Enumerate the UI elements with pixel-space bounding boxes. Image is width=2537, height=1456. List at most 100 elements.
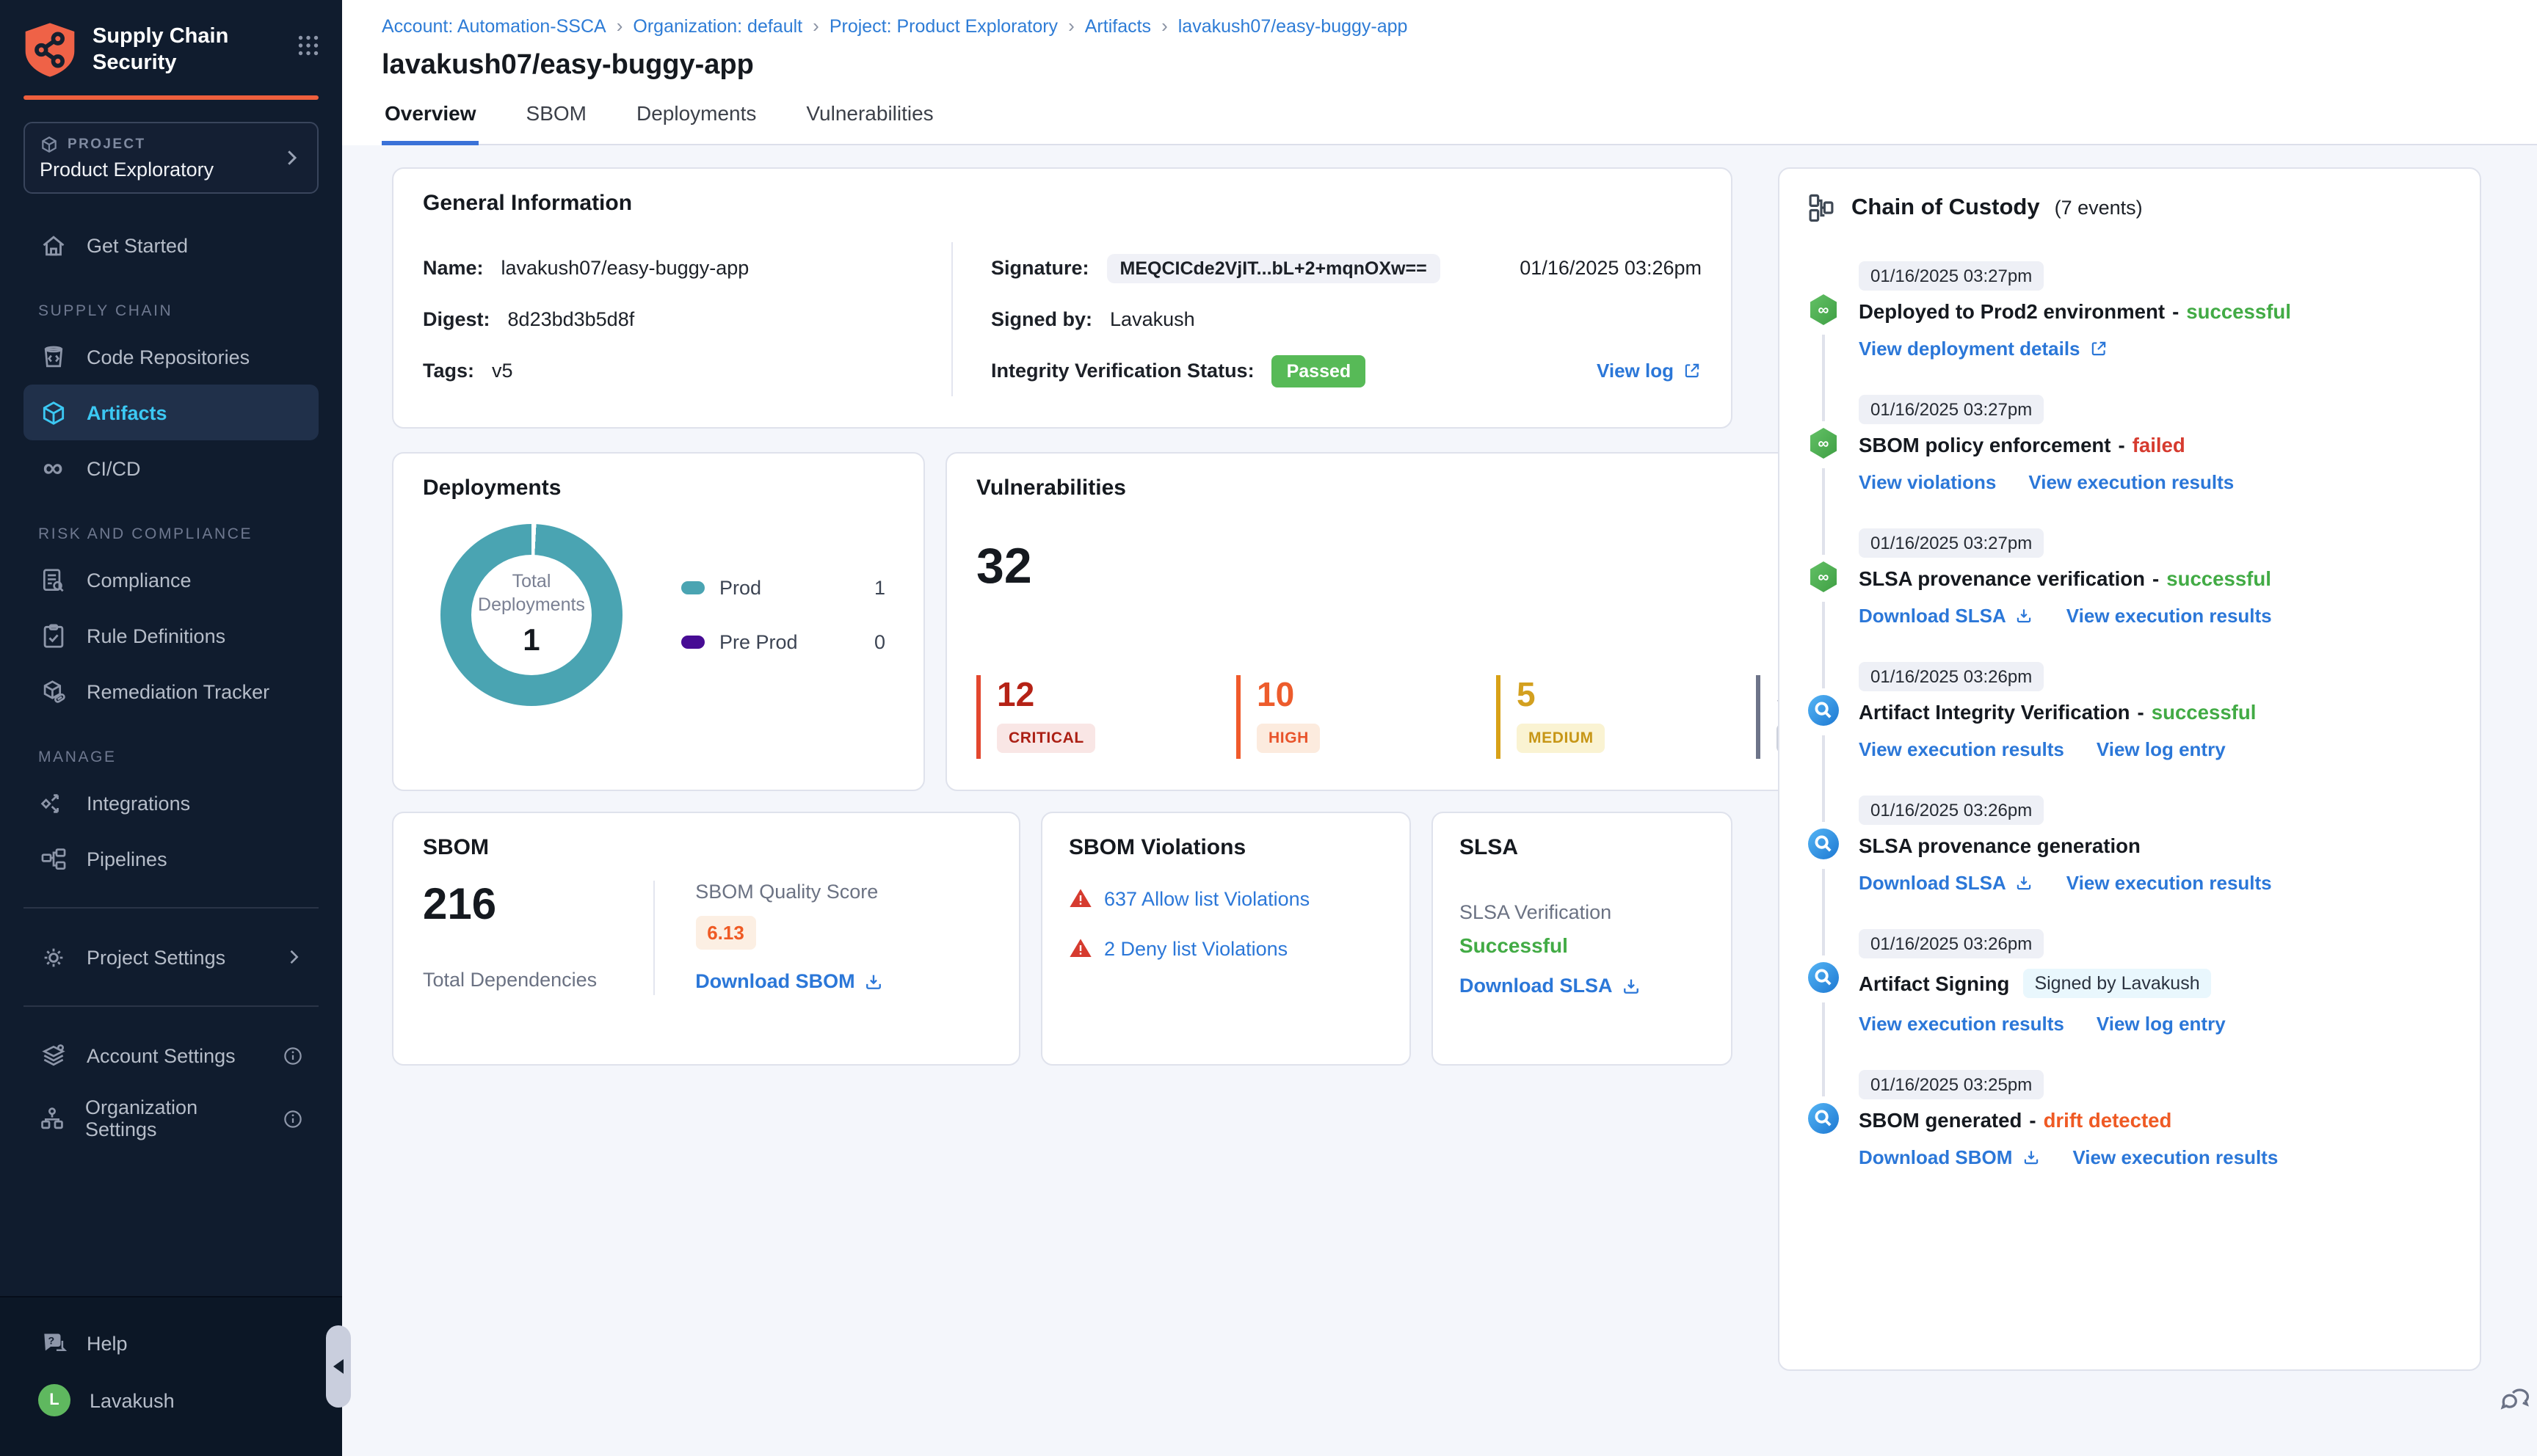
- coc-event-sbom-policy: ∞ 01/16/2025 03:27pm SBOM policy enforce…: [1806, 395, 2453, 555]
- event-status: failed: [2132, 434, 2185, 456]
- tab-sbom[interactable]: SBOM: [526, 101, 587, 125]
- info-icon: [282, 1044, 304, 1066]
- artifact-digest: 8d23bd3b5d8f: [507, 308, 635, 330]
- sbom-violations-title: SBOM Violations: [1069, 835, 1246, 860]
- breadcrumb-artifacts[interactable]: Artifacts: [1084, 15, 1152, 36]
- sidebar-item-artifacts[interactable]: Artifacts: [23, 385, 319, 440]
- tab-vulnerabilities[interactable]: Vulnerabilities: [806, 101, 934, 125]
- slsa-verification-status: Successful: [1459, 933, 1568, 957]
- sbom-title: SBOM: [423, 835, 489, 860]
- view-log-entry-link[interactable]: View log entry: [2096, 1013, 2226, 1035]
- legend-pre-prod: Pre Prod 0: [681, 631, 885, 653]
- legend-prod: Prod 1: [681, 577, 885, 599]
- coc-event-artifact-integrity: 01/16/2025 03:26pm Artifact Integrity Ve…: [1806, 662, 2453, 822]
- download-icon: [2015, 873, 2034, 892]
- svg-text:?: ?: [47, 1334, 54, 1346]
- tab-overview[interactable]: Overview: [382, 101, 479, 145]
- sidebar-item-remediation-tracker[interactable]: Remediation Tracker: [23, 663, 319, 719]
- event-timestamp: 01/16/2025 03:27pm: [1859, 395, 2044, 424]
- sidebar-item-get-started[interactable]: Get Started: [23, 217, 319, 273]
- sidebar-item-rule-definitions[interactable]: Rule Definitions: [23, 608, 319, 663]
- user-menu[interactable]: L Lavakush: [23, 1371, 319, 1430]
- view-execution-results-link[interactable]: View execution results: [2066, 872, 2272, 894]
- view-violations-link[interactable]: View violations: [1859, 471, 1997, 493]
- sidebar-header: Supply Chain Security: [0, 0, 342, 92]
- hierarchy-icon: [1806, 192, 1837, 223]
- integrity-status-label: Integrity Verification Status:: [991, 360, 1255, 382]
- total-dependencies-value: 216: [423, 881, 497, 929]
- name-label: Name:: [423, 257, 484, 279]
- artifact-name: lavakush07/easy-buggy-app: [501, 257, 750, 279]
- signature-value-chip[interactable]: MEQCICde2VjIT...bL+2+mqnOXw==: [1106, 253, 1440, 283]
- warning-icon: [1069, 936, 1092, 960]
- sbom-quality-score-value: 6.13: [695, 916, 756, 950]
- scan-circle-icon: [1806, 960, 1841, 995]
- warning-icon: [1069, 887, 1092, 910]
- project-selector[interactable]: PROJECT Product Exploratory: [23, 122, 319, 194]
- page-title: lavakush07/easy-buggy-app: [382, 50, 754, 81]
- clipboard-check-icon: [38, 621, 68, 650]
- sidebar-item-code-repositories[interactable]: Code Repositories: [23, 329, 319, 385]
- sidebar-item-help[interactable]: ? Help: [23, 1315, 319, 1371]
- info-icon: [282, 1107, 304, 1129]
- download-slsa-link[interactable]: Download SLSA: [1859, 872, 2034, 894]
- signed-by-value: Lavakush: [1110, 308, 1195, 330]
- pipelines-icon: [38, 844, 68, 873]
- event-title: SLSA provenance verification: [1859, 568, 2146, 590]
- tab-deployments[interactable]: Deployments: [636, 101, 757, 125]
- download-slsa-link[interactable]: Download SLSA: [1859, 605, 2034, 627]
- chain-of-custody-count: (7 events): [2054, 197, 2143, 219]
- signature-label: Signature:: [991, 257, 1089, 279]
- scan-circle-icon: [1806, 693, 1841, 728]
- pipeline-hexagon-icon: ∞: [1806, 426, 1841, 461]
- sidebar-item-pipelines[interactable]: Pipelines: [23, 831, 319, 887]
- download-slsa-link[interactable]: Download SLSA: [1459, 975, 1642, 997]
- view-deployment-details-link[interactable]: View deployment details: [1859, 338, 2108, 360]
- sidebar-item-organization-settings[interactable]: Organization Settings: [23, 1083, 319, 1154]
- svg-text:∞: ∞: [1818, 302, 1829, 318]
- total-dependencies-label: Total Dependencies: [423, 969, 598, 991]
- divider: [23, 1005, 319, 1007]
- deployments-donut-chart: Total Deployments 1: [440, 524, 623, 706]
- gear-icon: [38, 942, 68, 972]
- view-log-link[interactable]: View log: [1597, 360, 1702, 382]
- sidebar-item-cicd[interactable]: ∞ CI/CD: [23, 440, 319, 496]
- breadcrumb-account[interactable]: Account: Automation-SSCA: [382, 15, 606, 36]
- coc-event-deployed-prod2: ∞ 01/16/2025 03:27pm Deployed to Prod2 e…: [1806, 261, 2453, 421]
- deployments-card: Deployments Total Deployments 1: [392, 452, 925, 791]
- event-timestamp: 01/16/2025 03:27pm: [1859, 261, 2044, 291]
- download-sbom-link[interactable]: Download SBOM: [695, 970, 885, 992]
- view-execution-results-link[interactable]: View execution results: [2028, 471, 2235, 493]
- chat-bubbles-icon[interactable]: [2499, 1386, 2531, 1418]
- event-timestamp: 01/16/2025 03:25pm: [1859, 1070, 2044, 1099]
- sidebar-item-compliance[interactable]: Compliance: [23, 552, 319, 608]
- breadcrumb-current[interactable]: lavakush07/easy-buggy-app: [1177, 15, 1408, 36]
- sidebar-item-project-settings[interactable]: Project Settings: [23, 929, 319, 985]
- project-name: Product Exploratory: [40, 159, 214, 181]
- slsa-verification-label: SLSA Verification: [1459, 901, 1612, 923]
- breadcrumb-project[interactable]: Project: Product Exploratory: [829, 15, 1059, 36]
- deny-list-violations-link[interactable]: 2 Deny list Violations: [1104, 937, 1288, 959]
- view-execution-results-link[interactable]: View execution results: [2072, 1146, 2279, 1168]
- chain-of-custody-card: Chain of Custody (7 events) ∞ 01/16/2025…: [1778, 167, 2481, 1371]
- sidebar-collapse-handle[interactable]: [326, 1325, 351, 1408]
- view-execution-results-link[interactable]: View execution results: [1859, 738, 2064, 760]
- project-label: PROJECT: [68, 136, 146, 153]
- pipeline-hexagon-icon: ∞: [1806, 292, 1841, 327]
- download-sbom-link[interactable]: Download SBOM: [1859, 1146, 2040, 1168]
- view-execution-results-link[interactable]: View execution results: [1859, 1013, 2064, 1035]
- sidebar-item-integrations[interactable]: Integrations: [23, 775, 319, 831]
- view-log-entry-link[interactable]: View log entry: [2096, 738, 2226, 760]
- code-repo-icon: [38, 342, 68, 371]
- sidebar-item-account-settings[interactable]: Account Settings: [23, 1027, 319, 1083]
- breadcrumb-organization[interactable]: Organization: default: [633, 15, 803, 36]
- coc-event-sbom-generated: 01/16/2025 03:25pm SBOM generated - drift …: [1806, 1070, 2453, 1168]
- artifacts-cube-icon: [38, 398, 68, 427]
- module-grid-icon[interactable]: [295, 32, 322, 59]
- allow-list-violations-link[interactable]: 637 Allow list Violations: [1104, 887, 1310, 909]
- view-execution-results-link[interactable]: View execution results: [2066, 605, 2272, 627]
- event-status: successful: [2151, 702, 2257, 724]
- section-supply-chain: SUPPLY CHAIN: [38, 302, 173, 320]
- signature-timestamp: 01/16/2025 03:26pm: [1520, 257, 1702, 279]
- event-status: successful: [2186, 301, 2291, 323]
